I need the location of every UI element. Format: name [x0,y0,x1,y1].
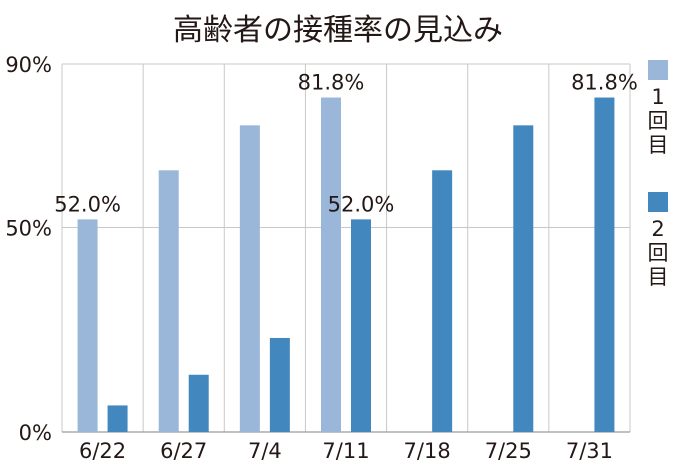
x-axis: 6/22 6/27 7/4 7/11 7/18 7/25 7/31 [79,439,613,463]
bar [594,97,615,432]
bar [107,405,128,432]
bar [188,374,209,432]
bar [269,337,290,432]
bars [77,97,615,433]
legend-label: 2 回目 [648,217,669,289]
y-tick-label: 50% [5,217,52,241]
bar [321,97,341,432]
x-tick-label: 7/25 [485,439,532,463]
data-label: 52.0% [54,192,121,216]
bar [513,125,534,432]
bar [351,219,371,432]
legend-label: 1 回目 [648,85,669,157]
x-tick-label: 7/18 [404,439,451,463]
chart-title: 高齢者の接種率の見込み [173,13,503,48]
plot-grid [61,63,631,433]
legend-swatch [648,192,668,212]
x-tick-label: 6/27 [160,439,207,463]
data-label: 52.0% [328,192,395,216]
y-axis: 0% 50% 90% [5,53,52,445]
x-tick-label: 6/22 [79,439,126,463]
data-label: 81.8% [298,71,365,95]
data-label: 81.8% [571,71,638,95]
y-tick-label: 0% [19,421,52,445]
bar [432,170,453,433]
bar [158,170,179,433]
y-tick-label: 90% [5,53,52,77]
x-tick-label: 7/4 [248,439,282,463]
bar [239,125,260,432]
data-labels: 52.0% 81.8% 52.0% 81.8% [54,71,638,217]
x-tick-label: 7/11 [322,439,369,463]
bar [77,219,98,432]
legend-swatch [648,60,668,80]
legend: 1 回目 2 回目 [648,60,669,289]
x-tick-label: 7/31 [566,439,613,463]
